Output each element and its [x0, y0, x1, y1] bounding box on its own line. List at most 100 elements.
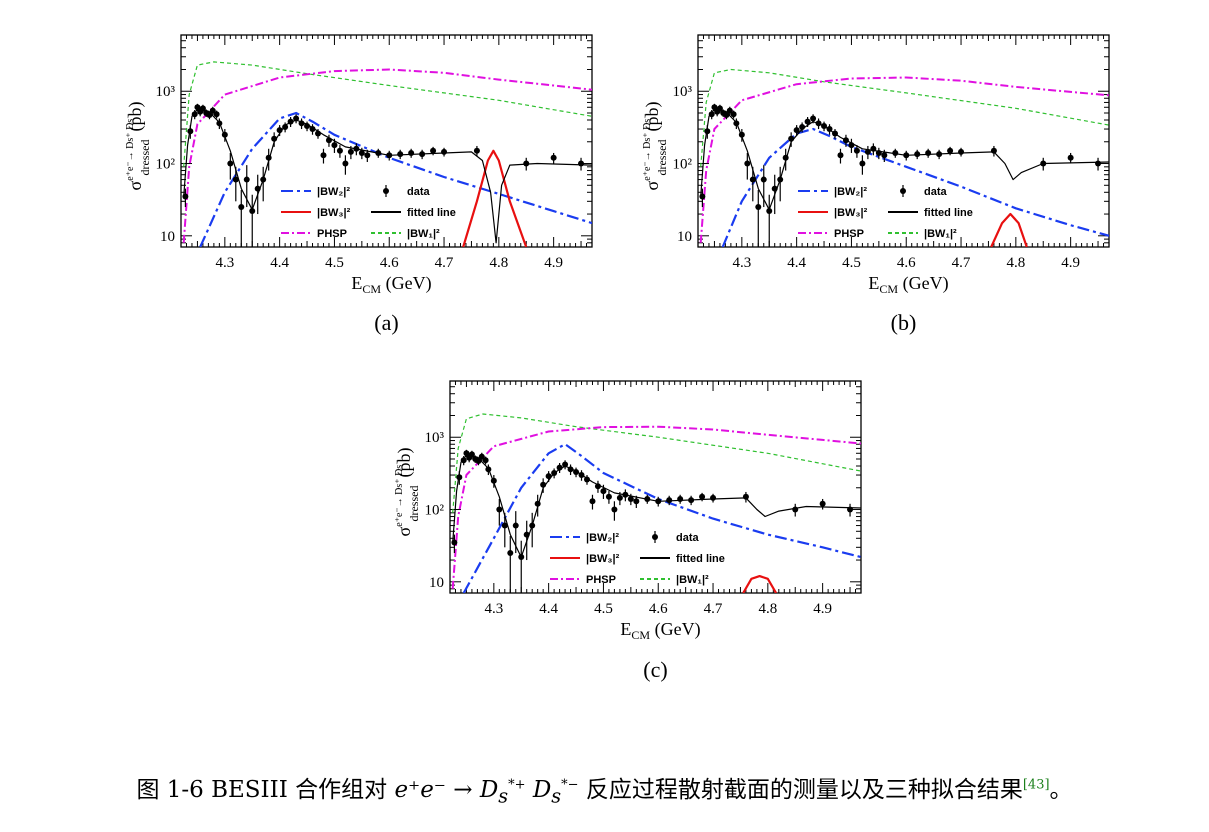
series-line: [721, 127, 1109, 247]
data-point: [550, 154, 557, 161]
legend-label: |BW₃|²: [317, 207, 351, 219]
data-point: [336, 147, 343, 154]
legend-label: |BW₃|²: [586, 553, 620, 565]
data-point: [755, 204, 762, 211]
data-point: [529, 522, 536, 529]
data-point: [206, 111, 213, 118]
x-tick-label: 4.5: [842, 255, 861, 271]
data-point: [853, 147, 860, 154]
data-point: [644, 495, 651, 502]
x-tick-label: 4.3: [484, 601, 503, 617]
data-point: [589, 498, 596, 505]
legend-label: |BW₁|²: [407, 228, 440, 240]
data-point: [782, 154, 789, 161]
data-point: [842, 137, 849, 144]
data-point: [304, 123, 311, 130]
series-line: [452, 413, 861, 513]
caption-reaction: e⁺e⁻ → D: [394, 777, 499, 803]
legend-entry: |BW₂|²: [281, 186, 350, 198]
x-tick-label: 4.9: [1061, 255, 1080, 271]
y-tick-label: 10: [160, 229, 175, 245]
data-point: [512, 522, 519, 529]
legend-label: |BW₁|²: [924, 228, 957, 240]
x-tick-label: 4.8: [489, 255, 508, 271]
legend-label: fitted line: [676, 553, 725, 565]
data-point: [419, 151, 426, 158]
legend-label: |BW₂|²: [317, 186, 350, 198]
data-point: [507, 550, 514, 557]
data-point: [199, 105, 206, 112]
x-tick-label: 4.5: [325, 255, 344, 271]
data-point: [309, 126, 316, 133]
y-axis-label: σe⁺e⁻→ Ds⁺ Ds⁻ dressed(pb): [394, 448, 421, 537]
data-point: [821, 123, 828, 130]
data-point: [622, 491, 629, 498]
x-tick-label: 4.9: [813, 601, 832, 617]
legend-entry: |BW₂|²: [798, 186, 867, 198]
y-tick-label: 10²: [156, 157, 176, 173]
data-point: [788, 135, 795, 142]
data-point: [271, 135, 278, 142]
x-axis-label: ECM (GeV): [351, 273, 431, 296]
data-point: [804, 118, 811, 125]
panel-label: (c): [643, 657, 667, 682]
legend-entry: fitted line: [640, 553, 725, 565]
legend-entry: |BW₂|²: [550, 532, 619, 544]
data-point: [243, 176, 250, 183]
data-point: [182, 193, 189, 200]
data-point: [315, 130, 321, 137]
plot-frame: [449, 380, 862, 594]
figure-canvas: 4.3 4.4 4.5 4.6 4.7 4.8 4.9 10 10² 10³ ECM (GeV) σe…: [125, 34, 1110, 682]
x-tick-label: 4.4: [787, 255, 806, 271]
legend-entry: |BW₃|²: [798, 207, 868, 219]
data-point: [260, 176, 267, 183]
data-point: [556, 464, 563, 471]
legend-entry: PHSP: [550, 574, 616, 586]
x-tick-label: 4.3: [215, 255, 234, 271]
data-point: [594, 483, 601, 490]
data-point: [688, 497, 695, 504]
legend-label: PHSP: [586, 574, 616, 586]
x-tick-label: 4.9: [544, 255, 563, 271]
data-point: [501, 522, 508, 529]
legend-label: PHSP: [834, 228, 864, 240]
legend-label: |BW₁|²: [676, 574, 709, 586]
x-tick-label: 4.6: [897, 255, 916, 271]
x-axis-label: ECM (GeV): [620, 619, 700, 642]
data-point: [386, 152, 393, 159]
y-tick-label: 10: [429, 575, 444, 591]
data-point: [249, 208, 256, 215]
data-point: [760, 176, 767, 183]
data-point: [903, 152, 910, 159]
data-point: [293, 115, 300, 122]
panel-label: (a): [374, 310, 398, 335]
chart-panel-3: 4.3 4.4 4.5 4.6 4.7 4.8 4.9 10 10² 10³ ECM (GeV) σe…: [394, 380, 862, 682]
data-point: [815, 120, 822, 127]
data-point: [710, 494, 717, 501]
x-tick-label: 4.4: [270, 255, 289, 271]
curves: [451, 413, 861, 593]
x-tick-label: 4.7: [435, 255, 454, 271]
data-point: [191, 111, 198, 118]
data-point: [456, 474, 463, 481]
legend-label: fitted line: [407, 207, 456, 219]
series-line: [183, 61, 592, 167]
data-point: [881, 152, 888, 159]
data-point: [567, 466, 574, 473]
data-point: [534, 500, 541, 507]
x-tick-label: 4.7: [952, 255, 971, 271]
legend-entry: |BW₁|²: [640, 574, 709, 586]
data-point: [733, 120, 740, 127]
data-point: [848, 142, 855, 149]
data-point: [209, 107, 216, 114]
legend-entry: PHSP: [798, 228, 864, 240]
data-point: [227, 160, 234, 167]
plot-frame: [180, 34, 593, 248]
data-point: [947, 147, 954, 154]
data-point: [627, 495, 634, 502]
x-axis-label: ECM (GeV): [868, 273, 948, 296]
data-point: [777, 176, 784, 183]
data-point: [708, 111, 715, 118]
x-tick-label: 4.6: [649, 601, 668, 617]
data-point: [723, 111, 730, 118]
